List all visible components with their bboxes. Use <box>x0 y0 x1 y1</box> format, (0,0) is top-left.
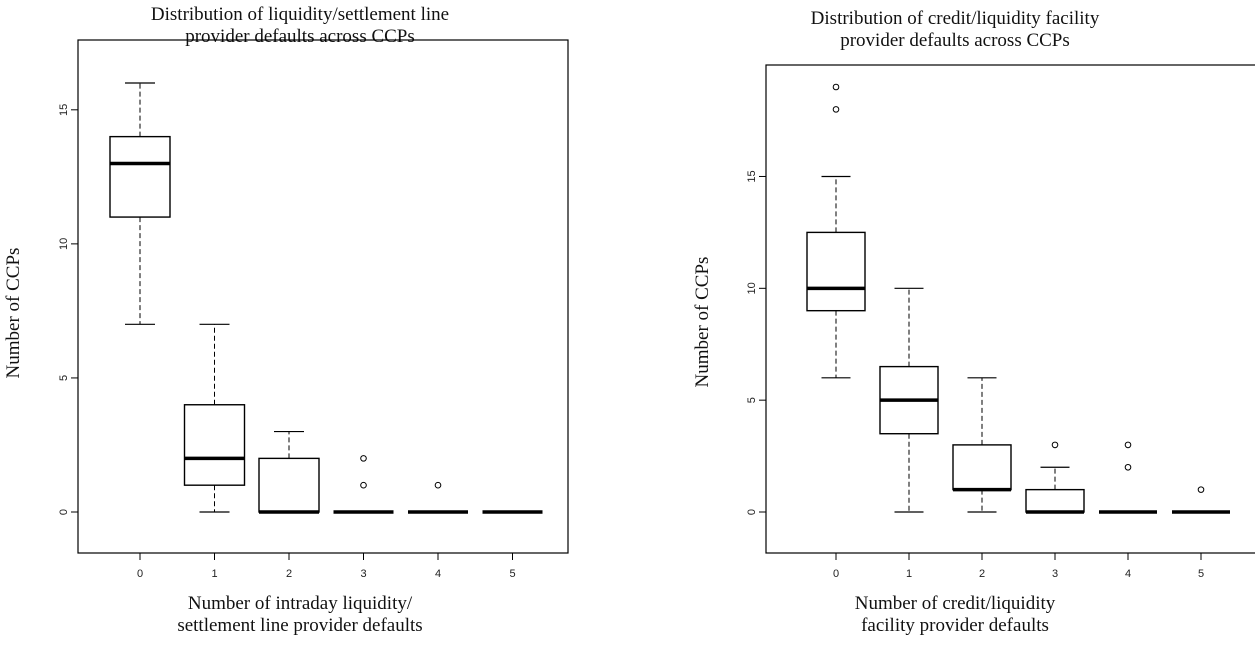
right-x-tick-label-2: 2 <box>979 568 985 580</box>
right-x-tick-label-3: 3 <box>1052 568 1058 580</box>
right-chart-title-line-2: provider defaults across CCPs <box>840 30 1070 51</box>
left-x-axis-label: Number of intraday liquidity/ settlement… <box>0 593 600 637</box>
right-outlier-5-0 <box>1197 486 1205 493</box>
right-boxplot: 0 5 10 15 0 1 2 3 4 5 <box>746 64 1255 580</box>
right-x-axis-label: Number of credit/liquidity facility prov… <box>655 593 1255 637</box>
right-box-2 <box>952 377 1012 513</box>
left-y-tick-label-2: 10 <box>58 238 70 250</box>
right-chart-title: Distribution of credit/liquidity facilit… <box>655 8 1255 52</box>
left-x-tick-label-5: 5 <box>509 568 515 580</box>
right-x-axis-label-line-1: Number of credit/liquidity <box>854 593 1056 614</box>
left-box-body-2 <box>258 457 320 513</box>
left-chart-title-line-1: Distribution of liquidity/settlement lin… <box>150 4 450 25</box>
right-box-body-3 <box>1025 488 1085 513</box>
left-x-tick-label-4: 4 <box>435 568 441 580</box>
left-y-tick-label-0: 0 <box>58 509 70 515</box>
right-y-tick-label-1: 5 <box>746 397 758 403</box>
right-box-5 <box>1172 486 1230 514</box>
left-x-tick-label-0: 0 <box>137 568 143 580</box>
left-outlier-4-0 <box>434 481 442 489</box>
right-box-body-0 <box>806 231 866 312</box>
left-x-tick-label-3: 3 <box>360 568 366 580</box>
right-x-axis-label-line-2: facility provider defaults <box>861 615 1049 636</box>
right-x-tick-label-1: 1 <box>906 568 912 580</box>
right-outlier-4-1 <box>1124 441 1132 449</box>
right-x-tick-label-4: 4 <box>1125 568 1131 580</box>
left-chart-title-line-2: provider defaults across CCPs <box>185 26 415 47</box>
left-y-tick-label-1: 5 <box>58 375 70 381</box>
right-y-tick-label-0: 0 <box>746 509 758 515</box>
right-outlier-0-1 <box>832 83 840 91</box>
right-outlier-4-0 <box>1124 463 1132 471</box>
left-box-body-1 <box>183 404 246 486</box>
left-box-1 <box>183 323 246 513</box>
right-box-0 <box>806 83 866 379</box>
right-box-3 <box>1025 441 1085 514</box>
left-chart-panel: Distribution of liquidity/settlement lin… <box>0 0 600 649</box>
right-outlier-0-0 <box>832 106 840 113</box>
right-box-body-2 <box>952 444 1012 491</box>
right-x-tick-label-5: 5 <box>1198 568 1204 580</box>
left-box-4 <box>408 481 468 514</box>
left-boxplot: 0 5 10 15 0 1 2 3 4 5 <box>58 39 569 580</box>
right-plot-frame <box>765 64 1255 554</box>
left-plot-frame <box>77 39 569 554</box>
left-box-3 <box>333 455 394 514</box>
left-box-2 <box>258 430 320 514</box>
right-y-tick-label-3: 15 <box>746 170 758 182</box>
left-chart-title: Distribution of liquidity/settlement lin… <box>0 4 600 48</box>
right-box-4 <box>1099 441 1157 514</box>
right-outlier-3-0 <box>1051 441 1059 449</box>
left-outlier-3-0 <box>360 481 367 489</box>
left-x-tick-label-2: 2 <box>286 568 292 580</box>
left-x-axis-label-line-1: Number of intraday liquidity/ <box>187 593 413 614</box>
left-box-body-0 <box>109 135 171 218</box>
left-box-0 <box>109 82 171 325</box>
right-x-tick-label-0: 0 <box>833 568 839 580</box>
left-outlier-3-1 <box>360 455 367 462</box>
left-x-tick-label-1: 1 <box>211 568 217 580</box>
right-chart-panel: Distribution of credit/liquidity facilit… <box>655 0 1255 649</box>
right-y-tick-label-2: 10 <box>746 282 758 294</box>
left-x-axis-label-line-2: settlement line provider defaults <box>177 615 423 636</box>
left-y-tick-label-3: 15 <box>58 104 70 116</box>
right-box-1 <box>879 287 939 513</box>
right-chart-title-line-1: Distribution of credit/liquidity facilit… <box>810 8 1100 29</box>
